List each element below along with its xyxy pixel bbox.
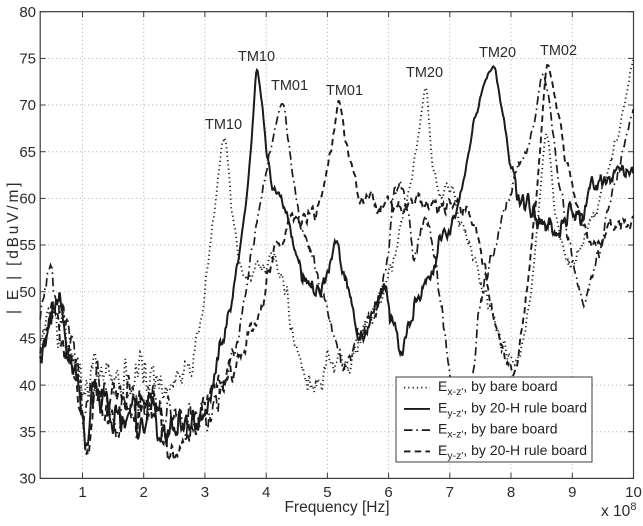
svg-text:7: 7 <box>446 484 454 501</box>
svg-text:Ex-z', by bare board: Ex-z', by bare board <box>438 378 558 398</box>
svg-text:x 108: x 108 <box>601 501 636 520</box>
svg-text:TM20: TM20 <box>406 65 443 81</box>
svg-text:TM10: TM10 <box>238 49 275 65</box>
svg-text:65: 65 <box>19 144 36 161</box>
svg-text:9: 9 <box>568 484 576 501</box>
svg-text:2: 2 <box>140 484 148 501</box>
svg-text:Ey-z', by 20-H rule board: Ey-z', by 20-H rule board <box>438 399 587 419</box>
svg-text:Frequency [Hz]: Frequency [Hz] <box>284 499 389 516</box>
svg-text:55: 55 <box>19 237 36 254</box>
svg-text:TM10: TM10 <box>205 117 242 133</box>
svg-text:10: 10 <box>625 484 642 501</box>
svg-text:50: 50 <box>19 284 36 301</box>
svg-text:75: 75 <box>19 51 36 68</box>
svg-text:30: 30 <box>19 471 36 488</box>
svg-text:TM02: TM02 <box>540 43 577 59</box>
svg-text:5: 5 <box>323 484 331 501</box>
svg-text:8: 8 <box>507 484 515 501</box>
svg-text:TM01: TM01 <box>271 78 308 94</box>
svg-text:40: 40 <box>19 377 36 394</box>
svg-text:45: 45 <box>19 331 36 348</box>
svg-text:1: 1 <box>78 484 86 501</box>
svg-text:70: 70 <box>19 97 36 114</box>
svg-text:4: 4 <box>262 484 270 501</box>
svg-text:Ex-z', by bare board: Ex-z', by bare board <box>438 421 558 441</box>
svg-text:35: 35 <box>19 424 36 441</box>
svg-text:TM20: TM20 <box>479 45 516 61</box>
svg-text:60: 60 <box>19 191 36 208</box>
svg-text:TM01: TM01 <box>326 83 363 99</box>
svg-text:6: 6 <box>384 484 392 501</box>
svg-text:3: 3 <box>201 484 209 501</box>
svg-text:80: 80 <box>19 4 36 21</box>
svg-text:Ey-z', by 20-H rule board: Ey-z', by 20-H rule board <box>438 442 587 462</box>
svg-text:| E | [dBuV/m]: | E | [dBuV/m] <box>5 180 22 314</box>
